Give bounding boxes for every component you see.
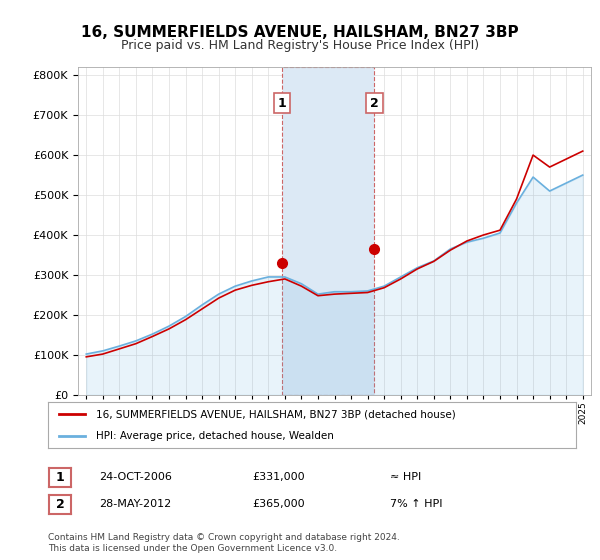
Text: 24-OCT-2006: 24-OCT-2006 [99, 472, 172, 482]
Text: £331,000: £331,000 [252, 472, 305, 482]
Text: 28-MAY-2012: 28-MAY-2012 [99, 499, 171, 509]
Text: 16, SUMMERFIELDS AVENUE, HAILSHAM, BN27 3BP (detached house): 16, SUMMERFIELDS AVENUE, HAILSHAM, BN27 … [95, 409, 455, 419]
Text: 7% ↑ HPI: 7% ↑ HPI [390, 499, 443, 509]
Text: 1: 1 [278, 97, 286, 110]
Text: HPI: Average price, detached house, Wealden: HPI: Average price, detached house, Weal… [95, 431, 334, 441]
Text: 2: 2 [56, 498, 64, 511]
Text: Contains HM Land Registry data © Crown copyright and database right 2024.
This d: Contains HM Land Registry data © Crown c… [48, 533, 400, 553]
Text: 2: 2 [370, 97, 379, 110]
Text: 16, SUMMERFIELDS AVENUE, HAILSHAM, BN27 3BP: 16, SUMMERFIELDS AVENUE, HAILSHAM, BN27 … [81, 25, 519, 40]
Text: Price paid vs. HM Land Registry's House Price Index (HPI): Price paid vs. HM Land Registry's House … [121, 39, 479, 52]
Text: ≈ HPI: ≈ HPI [390, 472, 421, 482]
Bar [282, 67, 374, 395]
Text: £365,000: £365,000 [252, 499, 305, 509]
Text: 1: 1 [56, 471, 64, 484]
